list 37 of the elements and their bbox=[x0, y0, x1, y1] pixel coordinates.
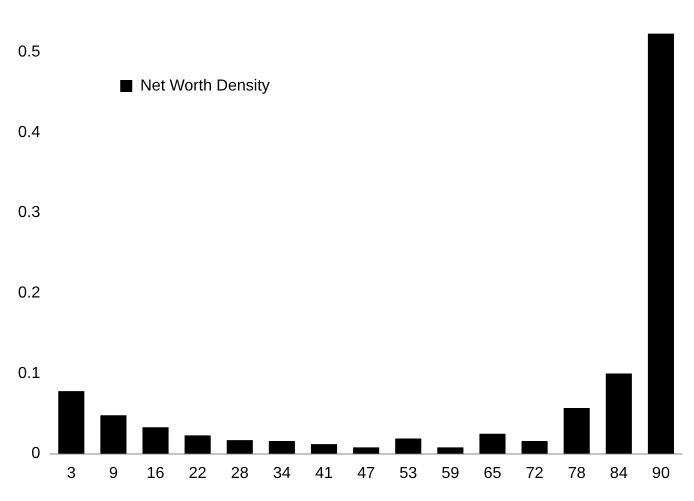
y-tick-label: 0.2 bbox=[18, 284, 40, 302]
bar bbox=[606, 373, 632, 454]
bar bbox=[226, 440, 253, 454]
x-tick-label: 16 bbox=[146, 464, 165, 482]
bar bbox=[353, 447, 380, 454]
x-tick-label: 47 bbox=[357, 464, 376, 482]
x-tick-label: 28 bbox=[230, 464, 249, 482]
bar bbox=[268, 440, 295, 454]
bar bbox=[522, 440, 548, 454]
bar bbox=[648, 34, 674, 454]
x-tick-label: 84 bbox=[610, 464, 628, 482]
bar bbox=[437, 447, 464, 454]
x-tick-label: 90 bbox=[652, 464, 670, 482]
y-tick-label: 0 bbox=[31, 445, 40, 462]
bar bbox=[479, 434, 506, 454]
legend-label: Net Worth Density bbox=[140, 77, 270, 94]
x-tick-label: 65 bbox=[484, 464, 502, 482]
y-tick-label: 0.5 bbox=[18, 44, 40, 61]
y-tick-label: 0.4 bbox=[18, 124, 40, 141]
x-tick-label: 59 bbox=[441, 464, 460, 482]
bar bbox=[395, 438, 422, 454]
bar bbox=[142, 427, 169, 454]
x-tick-label: 72 bbox=[526, 464, 544, 482]
x-tick-label: 41 bbox=[315, 464, 334, 482]
bar bbox=[310, 444, 338, 454]
y-tick-label: 0.1 bbox=[18, 364, 40, 382]
bar bbox=[100, 415, 126, 454]
y-tick-label: 0.3 bbox=[18, 204, 40, 222]
x-tick-label: 53 bbox=[399, 464, 418, 482]
bar bbox=[58, 391, 84, 454]
x-tick-label: 22 bbox=[188, 464, 207, 482]
bar bbox=[564, 408, 590, 454]
x-tick-label: 34 bbox=[272, 464, 291, 482]
x-tick-label: 9 bbox=[108, 464, 118, 482]
x-tick-label: 3 bbox=[66, 464, 76, 482]
bar bbox=[184, 435, 211, 454]
x-tick-label: 78 bbox=[568, 464, 586, 482]
